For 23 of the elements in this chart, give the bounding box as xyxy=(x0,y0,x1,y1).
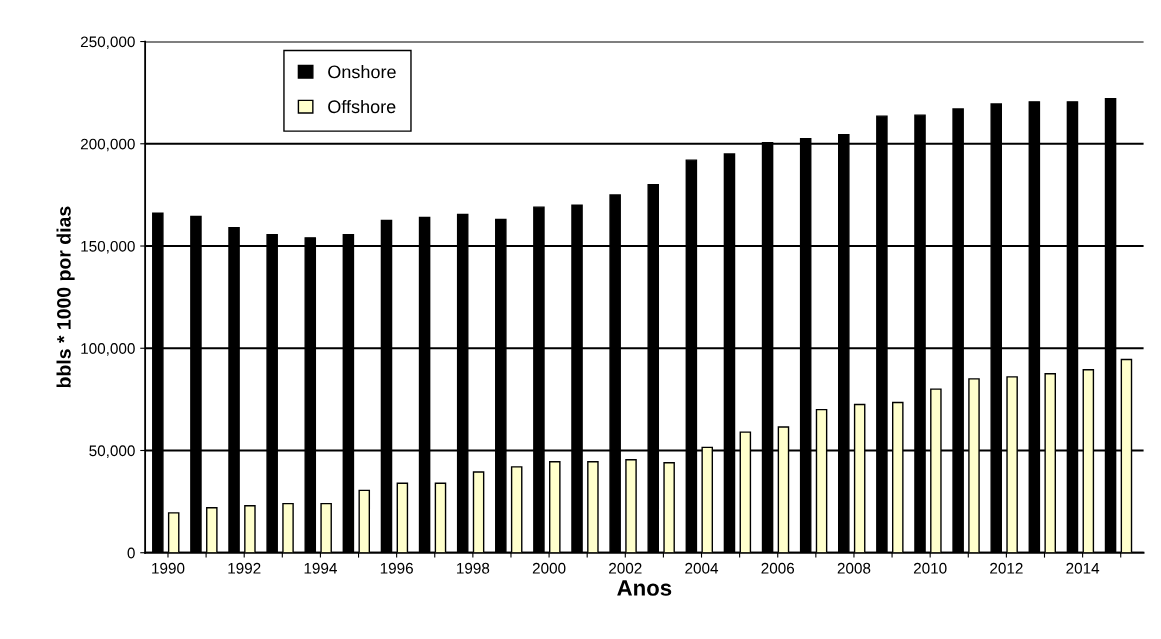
x-axis-title: Anos xyxy=(617,580,672,596)
legend-label: Offshore xyxy=(328,99,396,114)
x-tick-label: 2008 xyxy=(837,562,871,574)
x-tick-label: 2014 xyxy=(1066,562,1100,574)
x-tick-label: 2006 xyxy=(761,562,795,574)
y-tick-label: 0 xyxy=(127,547,135,559)
x-tick-label: 2010 xyxy=(913,562,947,574)
x-tick-label: 1996 xyxy=(380,562,413,574)
y-tick-label: 250,000 xyxy=(80,36,135,50)
x-tick-label: 2002 xyxy=(609,562,642,574)
y-tick-label: 150,000 xyxy=(81,240,135,254)
x-tick-label: 2012 xyxy=(990,562,1023,574)
x-tick-label: 1994 xyxy=(304,562,337,574)
y-tick-label: 100,000 xyxy=(81,343,135,356)
x-tick-label: 1990 xyxy=(152,562,185,574)
y-tick-label: 200,000 xyxy=(80,138,135,152)
x-tick-label: 1998 xyxy=(457,562,490,574)
x-tick-label: 2000 xyxy=(532,562,566,574)
x-tick-label: 2004 xyxy=(685,562,719,574)
y-axis-title: bbls * 1000 por dias xyxy=(56,206,75,388)
y-tick-label: 50,000 xyxy=(89,445,135,458)
legend-label: Onshore xyxy=(328,65,396,79)
x-tick-label: 1992 xyxy=(228,562,261,574)
